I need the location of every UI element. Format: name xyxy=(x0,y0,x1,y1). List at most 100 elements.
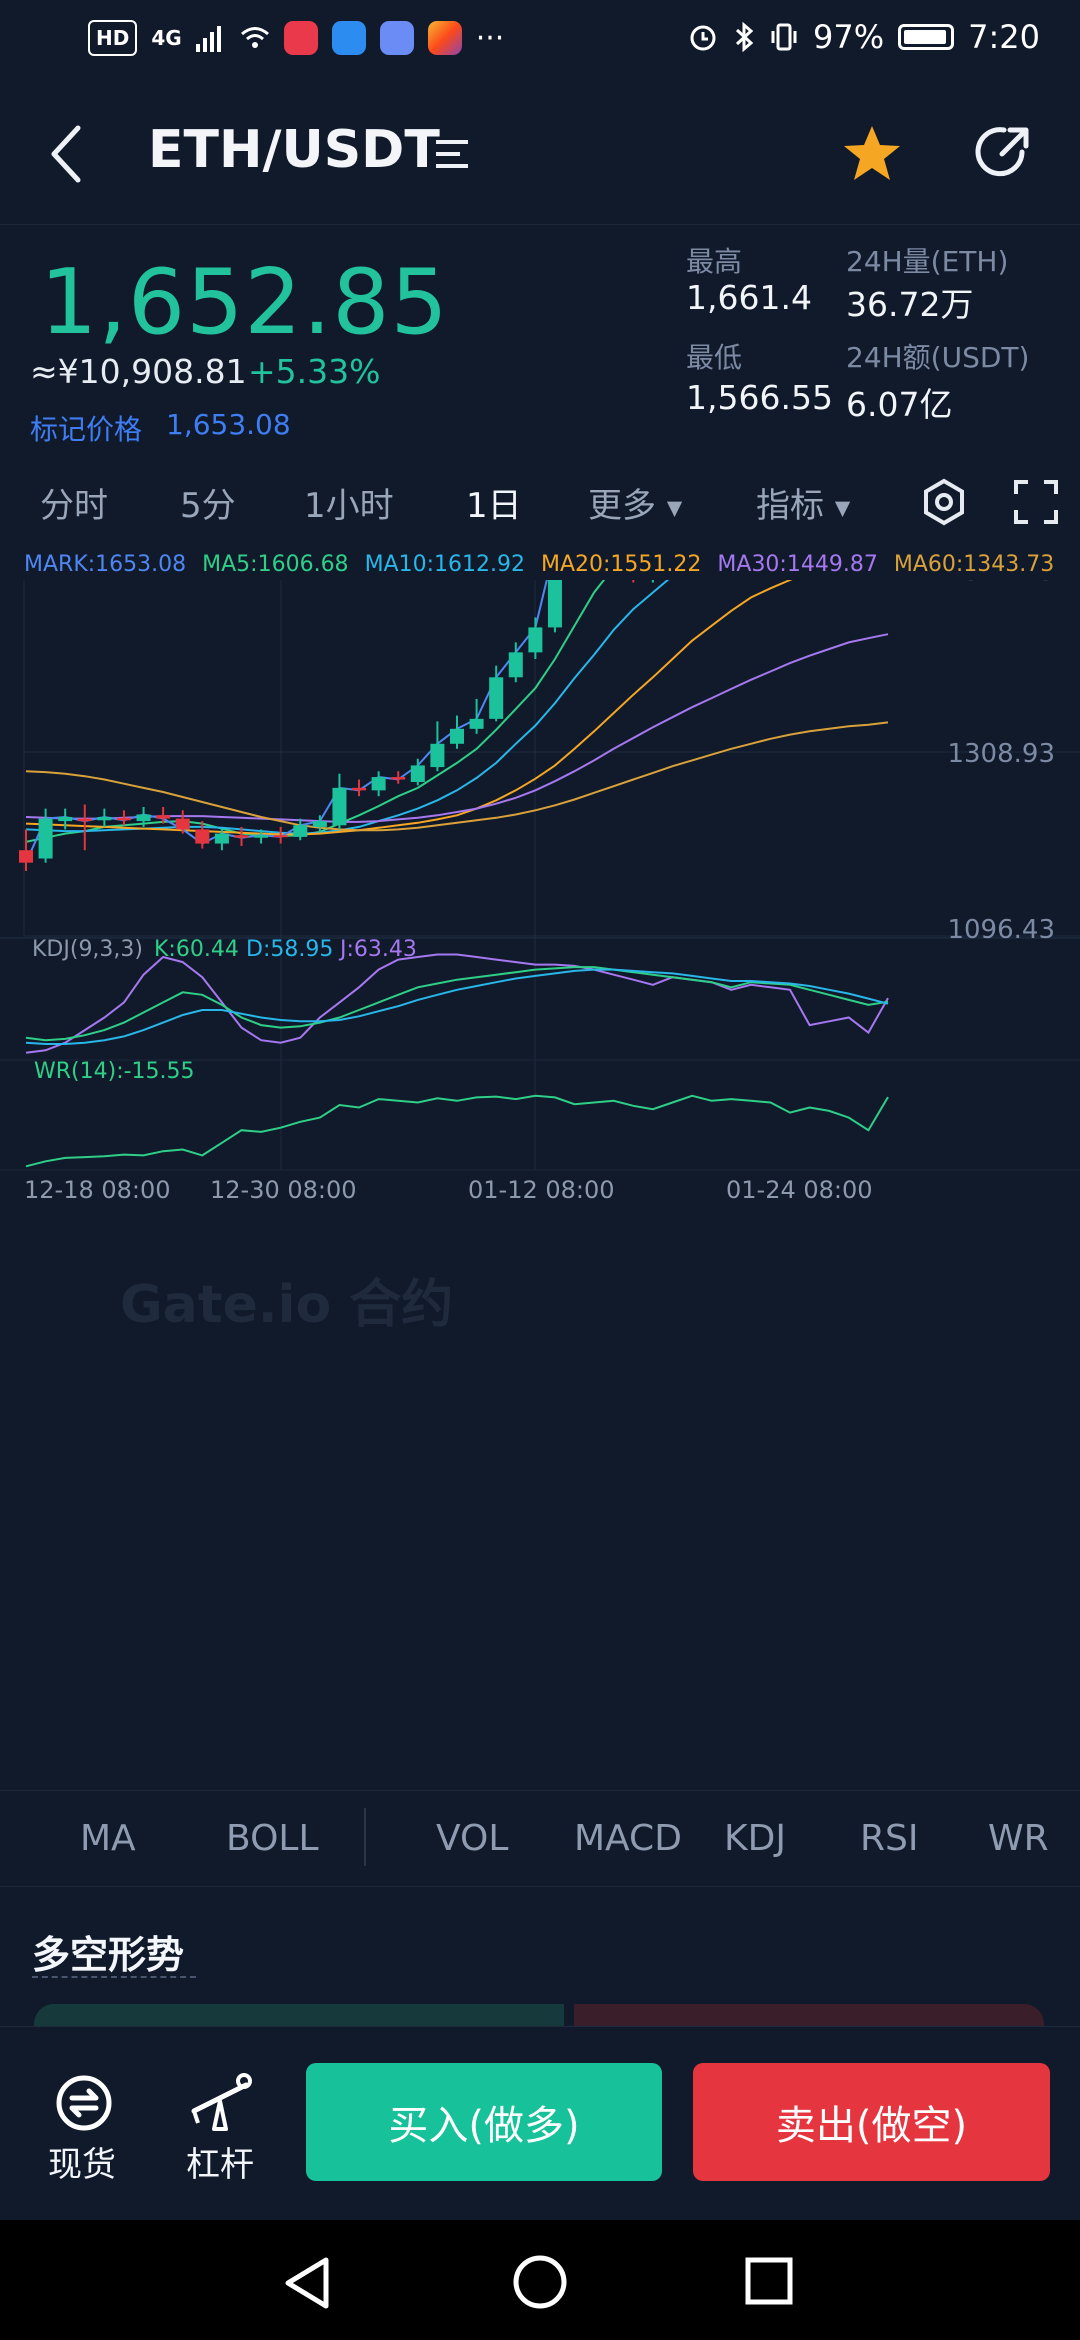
ma-line-ma20 xyxy=(25,580,793,836)
spot-label[interactable]: 现货 xyxy=(48,2145,116,2185)
candles xyxy=(19,580,654,871)
kdj-panel: KDJ(9,3,3) K:60.44 D:58.95 J:63.43 xyxy=(25,937,889,1054)
candle-body xyxy=(19,850,33,863)
legend-ma10: MA10:1612.92 xyxy=(364,552,525,577)
vibrate-icon xyxy=(771,23,797,51)
kdj-j-value: J:63.43 xyxy=(338,937,417,962)
bluetooth-icon xyxy=(735,21,754,53)
ma-legend: MARK:1653.08 MA5:1606.68 MA10:1612.92 MA… xyxy=(24,552,1054,577)
tab-1hour[interactable]: 1小时 xyxy=(304,486,394,526)
tab-separator xyxy=(364,1808,366,1866)
amount-value: 6.07亿 xyxy=(846,385,953,424)
candle-body xyxy=(312,821,327,827)
candle-body xyxy=(58,816,73,822)
indicator-tab-vol[interactable]: VOL xyxy=(436,1818,509,1859)
tab-5min[interactable]: 5分 xyxy=(180,486,236,526)
legend-ma20: MA20:1551.22 xyxy=(540,552,702,577)
divider xyxy=(0,1790,1080,1791)
candle-body xyxy=(195,829,210,844)
wr-line xyxy=(25,1094,889,1168)
volume-label: 24H量(ETH) xyxy=(846,245,1009,278)
music-notification-icon xyxy=(379,21,414,55)
ma-line-ma60 xyxy=(25,721,889,832)
gallery-notification-icon xyxy=(427,21,462,55)
x-tick-label: 01-12 08:00 xyxy=(468,1176,615,1204)
mark-price-value: 1,653.08 xyxy=(166,408,291,441)
leverage-label[interactable]: 杠杆 xyxy=(186,2145,254,2185)
candle-body xyxy=(528,627,543,653)
pair-switch-icon[interactable] xyxy=(432,136,472,172)
volume-value: 36.72万 xyxy=(846,285,974,324)
legend-ma5: MA5:1606.68 xyxy=(202,552,349,577)
more-notifications: ··· xyxy=(475,20,505,56)
indicator-tab-macd[interactable]: MACD xyxy=(574,1818,682,1859)
x-tick-label: 12-30 08:00 xyxy=(210,1176,357,1204)
candle-body xyxy=(175,818,190,830)
nav-back-icon[interactable] xyxy=(282,2256,332,2310)
candle-body xyxy=(97,816,112,821)
tab-timeshare[interactable]: 分时 xyxy=(40,486,108,526)
wr-label: WR(14):-15.55 xyxy=(34,1059,195,1084)
ma-line-ma10 xyxy=(25,580,670,835)
clock: 7:20 xyxy=(968,18,1040,56)
kline-chart[interactable]: Gate.io 合约 1733.931521.431308.931096.43 … xyxy=(0,580,1080,1790)
tab-1day[interactable]: 1日 xyxy=(466,486,522,526)
candle-body xyxy=(273,835,288,838)
network-indicator: 4G xyxy=(151,26,182,50)
candle-body xyxy=(38,818,53,859)
fullscreen-icon[interactable] xyxy=(1014,480,1058,524)
browser-notification-icon xyxy=(331,21,366,55)
legend-ma60: MA60:1343.73 xyxy=(893,552,1055,577)
candle-body xyxy=(116,817,131,821)
cny-price: ≈¥10,908.81 xyxy=(30,352,247,391)
caret-down-icon: ▼ xyxy=(834,495,851,520)
watermark: Gate.io 合约 xyxy=(120,1275,453,1335)
candle-body xyxy=(489,677,504,719)
leverage-icon[interactable] xyxy=(190,2071,256,2133)
candle-body xyxy=(430,743,445,768)
indicator-tab-kdj[interactable]: KDJ xyxy=(724,1818,786,1859)
candle-body xyxy=(371,777,386,791)
hd-indicator: HD xyxy=(88,20,138,56)
tab-indicators[interactable]: 指标 ▼ xyxy=(756,478,850,527)
settings-icon[interactable] xyxy=(920,478,968,526)
caret-down-icon: ▼ xyxy=(666,495,683,520)
indicator-tab-wr[interactable]: WR xyxy=(988,1818,1049,1859)
divider xyxy=(0,224,1080,225)
candle-body xyxy=(410,765,425,783)
chart-grid xyxy=(0,580,1080,1171)
spot-icon[interactable] xyxy=(54,2073,114,2133)
kdj-line-j xyxy=(25,953,889,1054)
battery-icon xyxy=(898,24,955,50)
low-label: 最低 xyxy=(686,341,743,374)
kdj-d-value: D:58.95 xyxy=(246,937,333,962)
share-icon[interactable] xyxy=(974,122,1034,182)
divider xyxy=(0,1886,1080,1887)
tab-more[interactable]: 更多 ▼ xyxy=(588,478,682,527)
candle-body xyxy=(450,728,464,744)
legend-mark: MARK:1653.08 xyxy=(24,552,187,577)
app-notification-icon xyxy=(283,21,318,55)
candle-body xyxy=(547,580,562,628)
candle-body xyxy=(352,787,367,791)
buy-long-button[interactable]: 买入(做多) xyxy=(306,2063,662,2181)
star-icon[interactable] xyxy=(842,124,902,182)
y-tick-label: 1096.43 xyxy=(947,915,1055,945)
candle-body xyxy=(214,833,229,844)
title-underline xyxy=(32,1976,196,1978)
pair-title[interactable]: ETH/USDT xyxy=(148,120,440,180)
candle-body xyxy=(469,718,484,729)
indicator-tab-rsi[interactable]: RSI xyxy=(860,1818,919,1859)
candle-body xyxy=(234,835,249,838)
back-arrow-icon[interactable] xyxy=(44,122,88,186)
amount-label: 24H额(USDT) xyxy=(846,341,1030,374)
indicator-tab-boll[interactable]: BOLL xyxy=(226,1818,319,1859)
indicator-tab-ma[interactable]: MA xyxy=(80,1818,136,1859)
tab-more-label: 更多 xyxy=(588,486,656,526)
nav-recents-icon[interactable] xyxy=(744,2256,794,2306)
nav-home-icon[interactable] xyxy=(512,2254,568,2310)
y-tick-label: 1308.93 xyxy=(947,739,1055,769)
status-bar: HD 4G ··· 97% 7:20 xyxy=(0,0,1080,84)
sell-short-button[interactable]: 卖出(做空) xyxy=(693,2063,1050,2181)
candle-body xyxy=(156,815,171,819)
